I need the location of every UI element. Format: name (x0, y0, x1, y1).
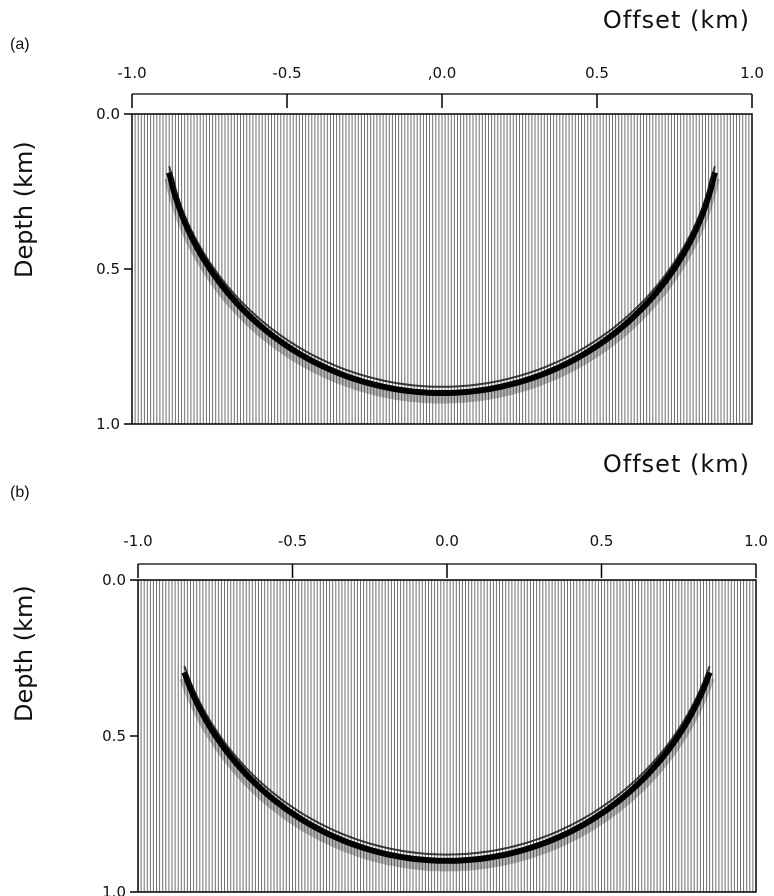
x-tick-label: 0.0 (435, 532, 459, 550)
trace-lines (137, 580, 757, 892)
x-tick-label: 0.5 (585, 64, 609, 82)
trace-group (137, 580, 757, 892)
y-tick-label: 1.0 (96, 415, 120, 433)
y-tick-label: 0.0 (96, 105, 120, 123)
y-tick-label: 0.5 (102, 727, 126, 745)
x-tick-label: 0.5 (590, 532, 614, 550)
panel-b: (b) Offset (km) Depth (km) -1.0 -0.5 0.0 0.… (0, 448, 774, 896)
x-tick-label: -1.0 (117, 64, 146, 82)
panel-label: (b) (10, 484, 30, 501)
trace-lines (131, 114, 753, 424)
event-curve (181, 671, 713, 864)
x-tick-label: -0.5 (272, 64, 301, 82)
event-sidelobe (168, 166, 716, 388)
x-axis-title: Offset (km) (602, 450, 750, 478)
panel-a: (a) Offset (km) Depth (km) -1.0 -0.5,0.0 0… (10, 6, 764, 433)
y-tick-label: 0.0 (102, 571, 126, 589)
seismic-plot-b: -1.0 -0.5 0.0 0.5 1.0 0.0 0.5 1.0 (102, 532, 768, 896)
x-axis-title: Offset (km) (602, 6, 750, 34)
x-tick-label: -0.5 (278, 532, 307, 550)
seismic-plot-a: -1.0 -0.5 ,0.0 0.5 1.0 0.0 0.5 1.0 (96, 64, 764, 433)
x-tick-label: 1.0 (740, 64, 764, 82)
event-sidelobe (183, 665, 711, 856)
event-halo (179, 676, 715, 872)
panel-label: (a) (10, 36, 30, 53)
y-tick-label: 0.5 (96, 260, 120, 278)
event-curve (166, 171, 718, 396)
event-halo (164, 176, 720, 404)
y-tick-label: 1.0 (102, 883, 126, 896)
x-tick-label: ,0.0 (428, 64, 457, 82)
x-tick-label: -1.0 (123, 532, 152, 550)
trace-group (131, 114, 753, 424)
x-tick-label: 1.0 (744, 532, 768, 550)
